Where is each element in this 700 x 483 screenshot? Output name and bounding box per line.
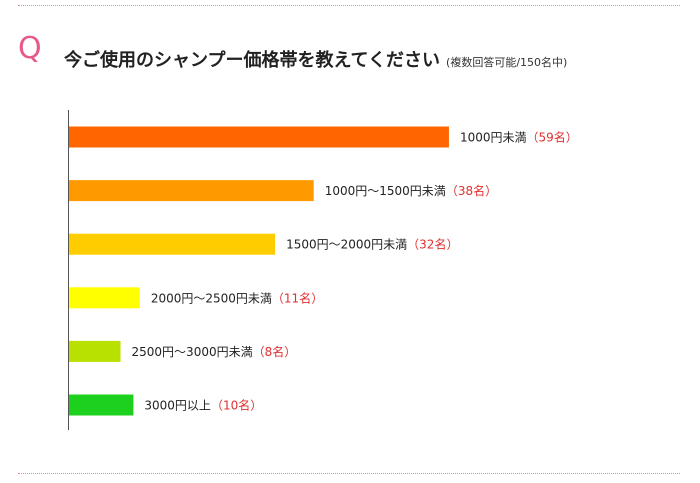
bar-category-label: 2000円～2500円未満 [151, 291, 272, 305]
bar-category-label: 1000円～1500円未満 [325, 184, 446, 198]
question-heading: 今ご使用のシャンプー価格帯を教えてください (複数回答可能/150名中) [64, 46, 567, 72]
bar-category-label: 1000円未満 [460, 131, 527, 145]
question-note: (複数回答可能/150名中) [446, 56, 568, 69]
bar-count-label: （59名） [527, 130, 578, 145]
bar [69, 287, 140, 309]
bar-label: 3000円以上（10名） [144, 398, 262, 413]
bar-label: 2000円～2500円未満（11名） [151, 290, 323, 305]
bar-count-label: （38名） [446, 183, 497, 198]
bar-label: 1500円～2000円未満（32名） [286, 237, 458, 252]
bar [69, 180, 314, 202]
bottom-dotted-divider [18, 473, 680, 474]
question-mark-label: Q [18, 31, 42, 66]
bar-count-label: （8名） [253, 344, 297, 359]
bar [69, 394, 134, 416]
bar-count-label: （11名） [272, 290, 323, 305]
bar-count-label: （32名） [407, 237, 458, 252]
bars-layer: 1000円未満（59名） 1000円～1500円未満（38名） 1500円～2000… [69, 126, 578, 416]
bar-category-label: 2500円～3000円未満 [132, 345, 253, 359]
bar-category-label: 3000円以上 [144, 399, 211, 413]
bar [69, 233, 276, 255]
bar [69, 340, 121, 362]
bar [69, 126, 449, 148]
top-dotted-divider [18, 5, 680, 6]
bar-label: 2500円～3000円未満（8名） [132, 344, 297, 359]
question-text: 今ご使用のシャンプー価格帯を教えてください [64, 50, 441, 71]
bar-label: 1000円～1500円未満（38名） [325, 183, 497, 198]
bar-count-label: （10名） [211, 398, 262, 413]
bar-label: 1000円未満（59名） [460, 130, 578, 145]
bar-category-label: 1500円～2000円未満 [286, 238, 407, 252]
